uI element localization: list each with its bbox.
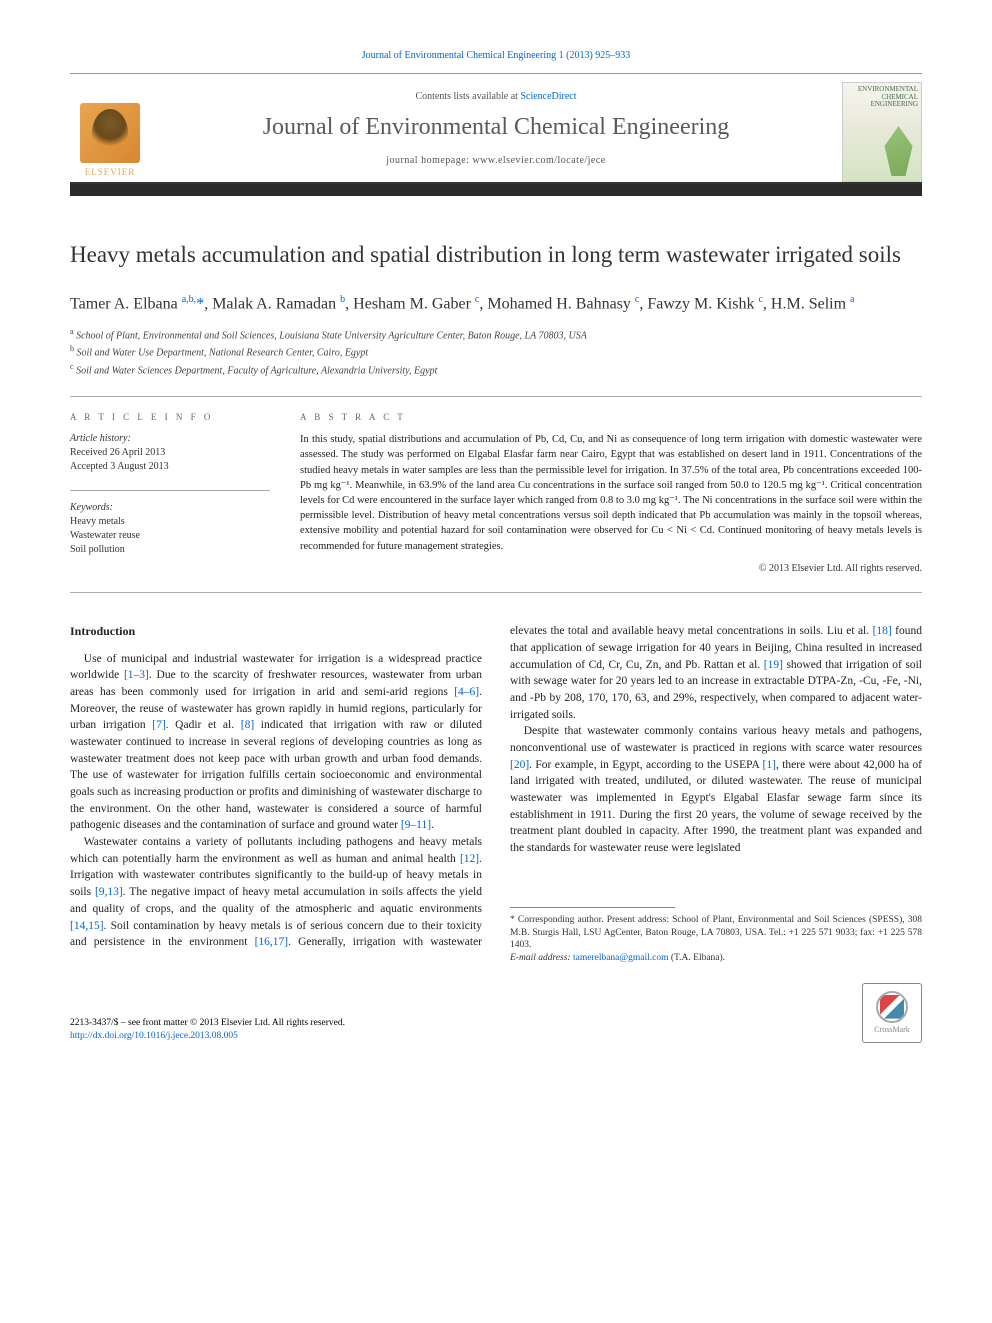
journal-homepage: journal homepage: www.elsevier.com/locat… xyxy=(160,155,832,166)
homepage-url[interactable]: www.elsevier.com/locate/jece xyxy=(472,155,605,166)
citation-link[interactable]: [18] xyxy=(873,625,892,637)
keywords-label: Keywords: xyxy=(70,501,270,515)
crossmark-badge[interactable]: CrossMark xyxy=(862,983,922,1043)
issn-line: 2213-3437/$ – see front matter © 2013 El… xyxy=(70,1017,345,1030)
history-label: Article history: xyxy=(70,432,270,446)
sciencedirect-link[interactable]: ScienceDirect xyxy=(520,91,576,102)
affiliation-a: a School of Plant, Environmental and Soi… xyxy=(70,326,922,343)
page-footer: 2213-3437/$ – see front matter © 2013 El… xyxy=(70,983,922,1043)
masthead: ELSEVIER Contents lists available at Sci… xyxy=(70,73,922,184)
doi-link[interactable]: http://dx.doi.org/10.1016/j.jece.2013.08… xyxy=(70,1031,238,1041)
crossmark-label: CrossMark xyxy=(874,1025,910,1036)
body-paragraph: Despite that wastewater commonly contain… xyxy=(510,723,922,856)
email-link[interactable]: tamerelbana@gmail.com xyxy=(573,953,669,963)
keyword: Heavy metals xyxy=(70,515,270,529)
publisher-name: ELSEVIER xyxy=(85,167,136,177)
citation-link[interactable]: [16,17] xyxy=(255,936,289,948)
citation-link[interactable]: [9,13] xyxy=(95,886,123,898)
author-list: Tamer A. Elbana a,b,*, Malak A. Ramadan … xyxy=(70,292,922,316)
abstract-text: In this study, spatial distributions and… xyxy=(300,432,922,554)
affiliations: a School of Plant, Environmental and Soi… xyxy=(70,326,922,378)
article-info-heading: A R T I C L E I N F O xyxy=(70,411,270,424)
keyword: Soil pollution xyxy=(70,543,270,557)
contents-available: Contents lists available at ScienceDirec… xyxy=(160,91,832,102)
article-title: Heavy metals accumulation and spatial di… xyxy=(70,241,922,270)
corresponding-author: * Corresponding author. Present address:… xyxy=(510,914,922,952)
citation-link[interactable]: [9–11] xyxy=(401,819,431,831)
citation-link[interactable]: [7] xyxy=(152,719,165,731)
affiliation-b: b Soil and Water Use Department, Nationa… xyxy=(70,343,922,360)
abstract-heading: A B S T R A C T xyxy=(300,411,922,424)
elsevier-tree-icon xyxy=(80,103,140,163)
affiliation-c: c Soil and Water Sciences Department, Fa… xyxy=(70,361,922,378)
masthead-rule xyxy=(70,184,922,196)
received-date: Received 26 April 2013 xyxy=(70,446,270,460)
citation-link[interactable]: [19] xyxy=(764,659,783,671)
citation-link[interactable]: [12] xyxy=(460,853,479,865)
citation-link[interactable]: [14,15] xyxy=(70,920,104,932)
accepted-date: Accepted 3 August 2013 xyxy=(70,460,270,474)
citation-link[interactable]: [4–6] xyxy=(454,686,479,698)
copyright: © 2013 Elsevier Ltd. All rights reserved… xyxy=(300,562,922,577)
citation-link[interactable]: [1–3] xyxy=(124,669,149,681)
journal-citation: Journal of Environmental Chemical Engine… xyxy=(70,50,922,61)
citation-link[interactable]: [20] xyxy=(510,759,529,771)
email-line: E-mail address: tamerelbana@gmail.com (T… xyxy=(510,952,922,965)
keyword: Wastewater reuse xyxy=(70,529,270,543)
journal-cover-thumbnail: ENVIRONMENTAL CHEMICAL ENGINEERING xyxy=(842,82,922,182)
citation-link[interactable]: [8] xyxy=(241,719,254,731)
footnote-rule xyxy=(510,907,675,908)
footnotes: * Corresponding author. Present address:… xyxy=(510,914,922,965)
citation-link[interactable]: [1] xyxy=(763,759,776,771)
crossmark-icon xyxy=(876,991,908,1023)
journal-title: Journal of Environmental Chemical Engine… xyxy=(160,114,832,141)
body-paragraph: Use of municipal and industrial wastewat… xyxy=(70,651,482,834)
section-heading-introduction: Introduction xyxy=(70,623,482,640)
article-info: A R T I C L E I N F O Article history: R… xyxy=(70,411,270,576)
abstract: A B S T R A C T In this study, spatial d… xyxy=(300,411,922,576)
info-rule xyxy=(70,490,270,491)
publisher-logo: ELSEVIER xyxy=(70,87,150,177)
homepage-prefix: journal homepage: xyxy=(386,155,472,166)
contents-prefix: Contents lists available at xyxy=(415,91,520,102)
article-body: Introduction Use of municipal and indust… xyxy=(70,623,922,965)
